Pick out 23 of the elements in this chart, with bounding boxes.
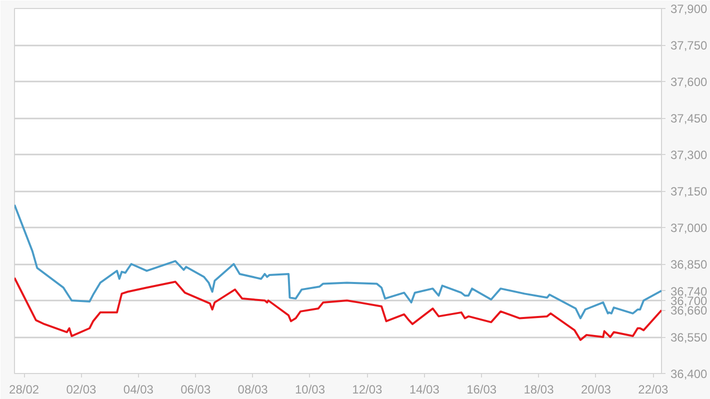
y-tick-label: 36,850 bbox=[670, 258, 708, 272]
y-tick-label: 37,900 bbox=[670, 2, 708, 16]
x-tick-label: 12/03 bbox=[352, 382, 383, 396]
x-tick-label: 02/03 bbox=[66, 382, 97, 396]
x-tick-label: 10/03 bbox=[294, 382, 326, 396]
x-tick-label: 06/03 bbox=[180, 382, 211, 396]
y-tick-label: 36,400 bbox=[670, 367, 708, 381]
y-tick-label: 36,550 bbox=[670, 330, 708, 344]
y-tick-label: 37,750 bbox=[670, 38, 708, 52]
x-tick-label: 14/03 bbox=[409, 382, 440, 396]
y-tick-label: 37,000 bbox=[670, 221, 708, 235]
x-tick-label: 18/03 bbox=[524, 382, 554, 396]
y-tick-label: 37,150 bbox=[670, 184, 708, 198]
y-tick-label: 37,450 bbox=[670, 112, 708, 126]
x-tick-label: 22/03 bbox=[638, 382, 668, 396]
y-tick-label: 37,300 bbox=[670, 148, 708, 162]
x-tick-label: 04/03 bbox=[123, 382, 154, 396]
y-tick-label: 36,740 bbox=[670, 284, 708, 298]
x-tick-label: 08/03 bbox=[238, 382, 268, 396]
x-tick-label: 20/03 bbox=[580, 382, 612, 396]
x-tick-label: 16/03 bbox=[466, 382, 497, 396]
y-tick-label: 37,600 bbox=[670, 75, 708, 89]
x-tick-label: 28/02 bbox=[9, 382, 40, 396]
